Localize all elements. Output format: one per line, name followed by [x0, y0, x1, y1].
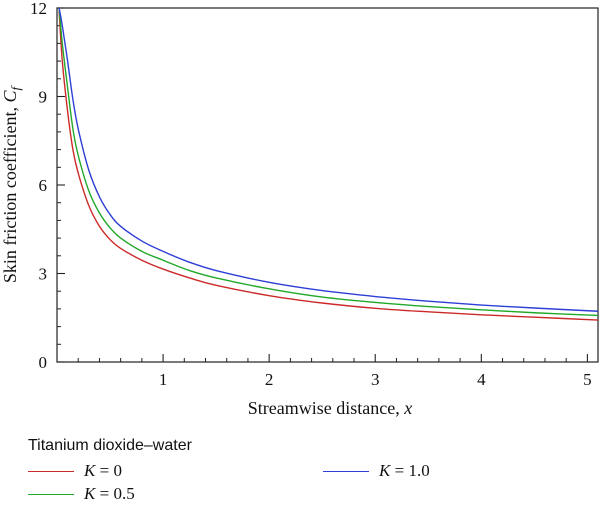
legend-param-k0: K: [84, 461, 96, 480]
legend-value-k10: 1.0: [408, 461, 430, 480]
y-axis-label: Skin friction coefficient, Cf: [0, 84, 23, 283]
y-tick-label: 0: [39, 353, 48, 372]
x-axis-label-var: x: [403, 398, 412, 418]
legend-swatch-k10: [323, 470, 369, 472]
x-tick-label: 2: [265, 370, 274, 389]
legend-title: Titanium dioxide–water: [28, 437, 192, 454]
legend-swatch-k05: [28, 493, 74, 495]
series-line-0: [58, 10, 598, 321]
x-tick-label: 5: [583, 370, 592, 389]
x-tick-label: 1: [159, 370, 168, 389]
y-axis-label-var: C: [0, 90, 20, 103]
legend-swatch-k0: [28, 470, 74, 472]
x-axis-label-text: Streamwise distance,: [248, 398, 404, 418]
major-ticks: [57, 7, 588, 363]
legend-label-k10: K = 1.0: [379, 461, 430, 480]
y-tick-label: 6: [39, 176, 48, 195]
plot-frame: [56, 7, 599, 363]
legend: Titanium dioxide–water K = 0 K = 0.5 K =…: [28, 437, 588, 503]
legend-param-k05: K: [84, 484, 96, 503]
x-tick-label: 4: [477, 370, 486, 389]
series-line-1: [58, 8, 598, 317]
legend-param-k10: K: [379, 461, 391, 480]
legend-item-k0: K = 0: [28, 461, 122, 481]
legend-value-k0: 0: [113, 461, 122, 480]
legend-value-k05: 0.5: [113, 484, 135, 503]
series-line-2: [58, 8, 598, 312]
legend-item-k10: K = 1.0: [323, 461, 430, 481]
x-tick-label: 3: [371, 370, 380, 389]
y-tick-label: 3: [39, 265, 48, 284]
legend-item-k05: K = 0.5: [28, 484, 135, 504]
y-axis-label-sub: f: [8, 84, 23, 90]
legend-label-k0: K = 0: [84, 461, 122, 480]
y-tick-label: 12: [30, 0, 47, 18]
y-tick-label: 9: [39, 88, 48, 107]
y-axis-label-text: Skin friction coefficient,: [0, 103, 20, 284]
x-axis-label: Streamwise distance, x: [248, 398, 412, 418]
series-layer: [58, 8, 598, 321]
minor-ticks: [57, 25, 567, 362]
legend-label-k05: K = 0.5: [84, 484, 135, 503]
